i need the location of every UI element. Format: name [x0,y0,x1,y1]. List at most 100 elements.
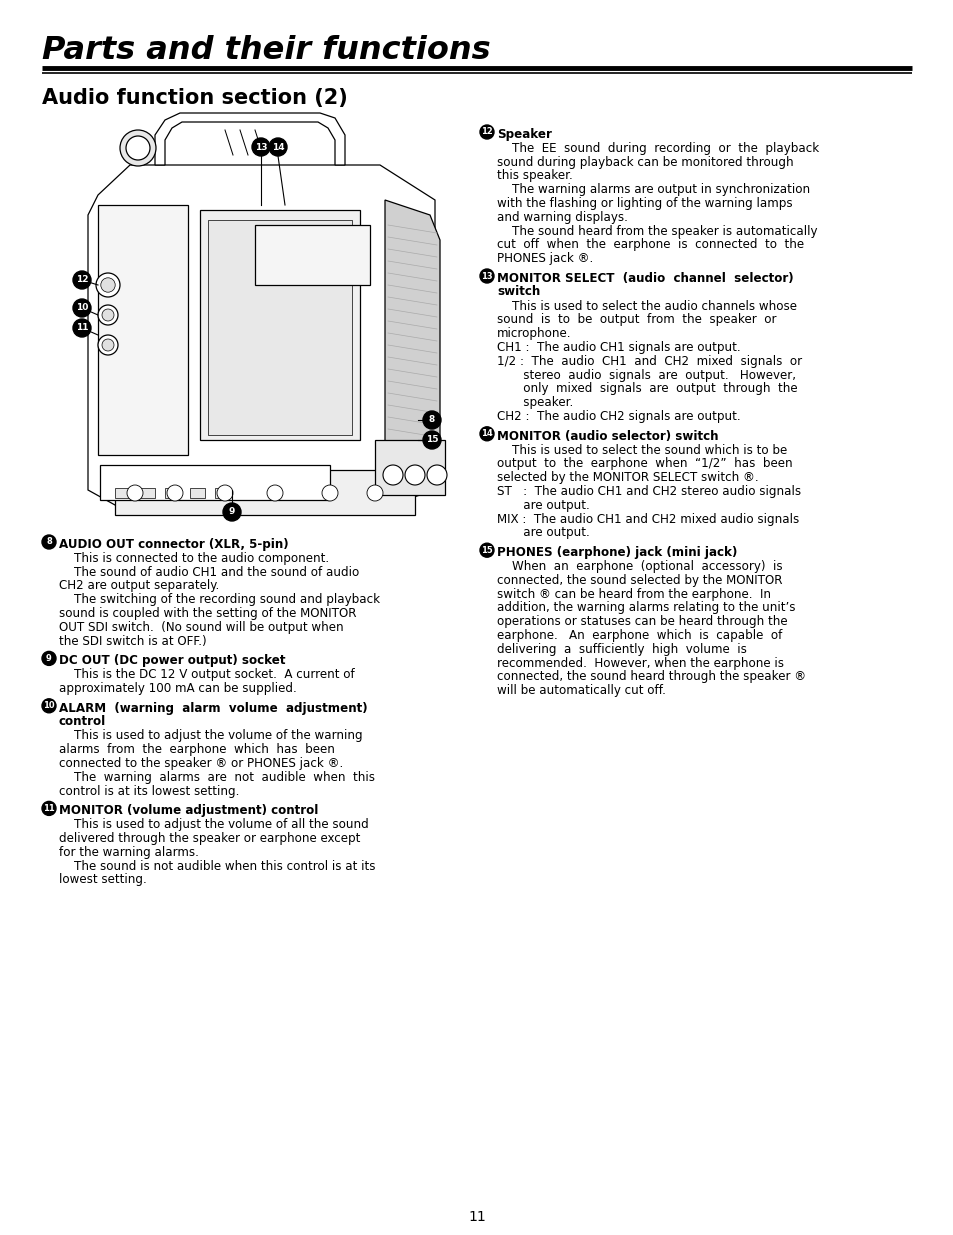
Text: 9: 9 [229,508,235,516]
Text: 15: 15 [425,436,437,445]
Circle shape [405,466,424,485]
Text: PHONES jack ®.: PHONES jack ®. [497,252,593,266]
Text: 9: 9 [46,653,51,663]
FancyBboxPatch shape [140,488,154,498]
Text: Parts and their functions: Parts and their functions [42,35,490,65]
Text: 13: 13 [254,142,267,152]
Polygon shape [385,200,439,490]
Text: control is at its lowest setting.: control is at its lowest setting. [59,784,239,798]
Text: cut  off  when  the  earphone  is  connected  to  the: cut off when the earphone is connected t… [497,238,803,252]
Text: The  warning  alarms  are  not  audible  when  this: The warning alarms are not audible when … [59,771,375,784]
Text: sound during playback can be monitored through: sound during playback can be monitored t… [497,156,793,169]
Circle shape [120,130,156,165]
Circle shape [479,269,494,283]
Text: 11: 11 [75,324,89,332]
Text: only  mixed  signals  are  output  through  the: only mixed signals are output through th… [497,383,797,395]
FancyBboxPatch shape [375,440,444,495]
Circle shape [422,411,440,429]
Text: 12: 12 [480,127,493,137]
Text: are output.: are output. [497,499,589,511]
Text: connected, the sound heard through the speaker ®: connected, the sound heard through the s… [497,671,805,683]
Text: The sound is not audible when this control is at its: The sound is not audible when this contr… [59,860,375,873]
Text: CH2 are output separately.: CH2 are output separately. [59,579,219,593]
Circle shape [126,136,150,161]
Text: The switching of the recording sound and playback: The switching of the recording sound and… [59,593,379,606]
Text: operations or statuses can be heard through the: operations or statuses can be heard thro… [497,615,787,629]
Circle shape [42,651,56,666]
Text: microphone.: microphone. [497,327,571,340]
FancyBboxPatch shape [115,488,130,498]
Text: 11: 11 [468,1210,485,1224]
Text: Audio function section (2): Audio function section (2) [42,88,348,107]
FancyBboxPatch shape [165,488,180,498]
Text: delivering  a  sufficiently  high  volume  is: delivering a sufficiently high volume is [497,642,746,656]
Text: 10: 10 [75,304,88,312]
Text: the SDI switch is at OFF.): the SDI switch is at OFF.) [59,635,207,647]
Circle shape [73,299,91,317]
FancyBboxPatch shape [214,488,230,498]
Text: are output.: are output. [497,526,589,540]
Text: 13: 13 [480,272,493,280]
Text: Speaker: Speaker [497,128,551,141]
Text: AUDIO OUT connector (XLR, 5-pin): AUDIO OUT connector (XLR, 5-pin) [59,538,289,551]
Circle shape [479,427,494,441]
Text: alarms  from  the  earphone  which  has  been: alarms from the earphone which has been [59,743,335,756]
Circle shape [42,699,56,713]
Text: When  an  earphone  (optional  accessory)  is: When an earphone (optional accessory) is [497,559,781,573]
Polygon shape [154,112,345,165]
Text: output  to  the  earphone  when  “1/2”  has  been: output to the earphone when “1/2” has be… [497,457,792,471]
FancyBboxPatch shape [254,225,370,285]
Circle shape [167,485,183,501]
Text: 8: 8 [46,537,51,547]
Text: OUT SDI switch.  (No sound will be output when: OUT SDI switch. (No sound will be output… [59,621,343,634]
Text: 14: 14 [480,430,493,438]
FancyBboxPatch shape [190,488,205,498]
Text: switch ® can be heard from the earphone.  In: switch ® can be heard from the earphone.… [497,588,770,600]
Text: recommended.  However, when the earphone is: recommended. However, when the earphone … [497,657,783,669]
Text: MONITOR (audio selector) switch: MONITOR (audio selector) switch [497,430,718,443]
Circle shape [96,273,120,296]
Text: speaker.: speaker. [497,396,573,409]
Text: CH1 :  The audio CH1 signals are output.: CH1 : The audio CH1 signals are output. [497,341,740,354]
Circle shape [223,503,241,521]
Text: DC OUT (DC power output) socket: DC OUT (DC power output) socket [59,655,285,667]
Text: The sound heard from the speaker is automatically: The sound heard from the speaker is auto… [497,225,817,237]
FancyBboxPatch shape [98,205,188,454]
Text: control: control [59,715,106,727]
Circle shape [269,138,287,156]
Text: addition, the warning alarms relating to the unit’s: addition, the warning alarms relating to… [497,601,795,614]
Text: delivered through the speaker or earphone except: delivered through the speaker or earphon… [59,832,360,845]
Text: This is used to select the audio channels whose: This is used to select the audio channel… [497,300,796,312]
Circle shape [42,535,56,550]
Circle shape [102,309,113,321]
Text: The sound of audio CH1 and the sound of audio: The sound of audio CH1 and the sound of … [59,566,359,579]
FancyBboxPatch shape [200,210,359,440]
Text: this speaker.: this speaker. [497,169,572,183]
Text: 1/2 :  The  audio  CH1  and  CH2  mixed  signals  or: 1/2 : The audio CH1 and CH2 mixed signal… [497,354,801,368]
Text: MONITOR SELECT  (audio  channel  selector): MONITOR SELECT (audio channel selector) [497,272,793,285]
Text: switch: switch [497,285,539,298]
Text: with the flashing or lighting of the warning lamps: with the flashing or lighting of the war… [497,198,792,210]
Text: ST   :  The audio CH1 and CH2 stereo audio signals: ST : The audio CH1 and CH2 stereo audio … [497,485,801,498]
FancyBboxPatch shape [100,466,330,500]
Text: and warning displays.: and warning displays. [497,211,627,224]
Text: earphone.   An  earphone  which  is  capable  of: earphone. An earphone which is capable o… [497,629,781,642]
Text: stereo  audio  signals  are  output.   However,: stereo audio signals are output. However… [497,368,795,382]
Text: approximately 100 mA can be supplied.: approximately 100 mA can be supplied. [59,682,296,695]
Text: This is used to adjust the volume of all the sound: This is used to adjust the volume of all… [59,819,369,831]
Text: PHONES (earphone) jack (mini jack): PHONES (earphone) jack (mini jack) [497,546,737,559]
Text: lowest setting.: lowest setting. [59,873,147,887]
Text: selected by the MONITOR SELECT switch ®.: selected by the MONITOR SELECT switch ®. [497,472,758,484]
Circle shape [252,138,270,156]
Circle shape [101,278,115,293]
Circle shape [98,335,118,354]
Text: CH2 :  The audio CH2 signals are output.: CH2 : The audio CH2 signals are output. [497,410,740,424]
Circle shape [267,485,283,501]
Text: 10: 10 [43,701,54,710]
Text: connected, the sound selected by the MONITOR: connected, the sound selected by the MON… [497,574,781,587]
Circle shape [422,431,440,450]
Circle shape [127,485,143,501]
Text: 11: 11 [43,804,55,813]
Text: sound  is  to  be  output  from  the  speaker  or: sound is to be output from the speaker o… [497,314,776,326]
Text: This is connected to the audio component.: This is connected to the audio component… [59,552,329,564]
